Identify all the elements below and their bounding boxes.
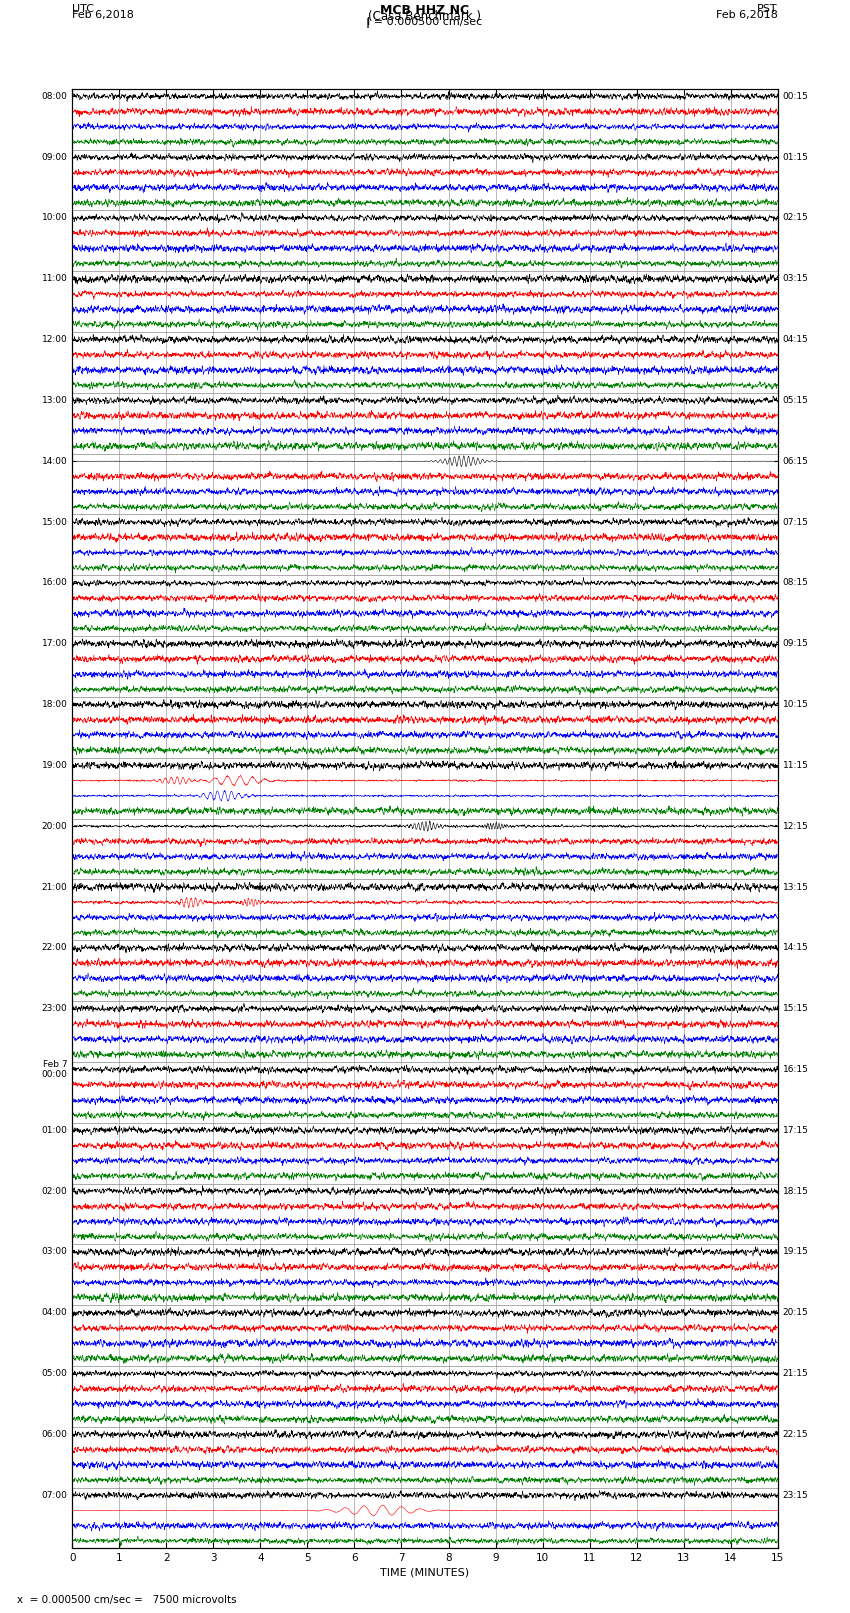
Text: Feb 6,2018: Feb 6,2018 bbox=[72, 11, 134, 21]
Text: (Casa Benchmark ): (Casa Benchmark ) bbox=[369, 11, 481, 24]
Text: x  = 0.000500 cm/sec =   7500 microvolts: x = 0.000500 cm/sec = 7500 microvolts bbox=[17, 1595, 236, 1605]
Text: UTC: UTC bbox=[72, 5, 94, 15]
Text: MCB HHZ NC: MCB HHZ NC bbox=[381, 5, 469, 18]
Text: PST: PST bbox=[757, 5, 778, 15]
Text: Feb 6,2018: Feb 6,2018 bbox=[716, 11, 778, 21]
Text: I: I bbox=[366, 16, 369, 31]
Text: I = 0.000500 cm/sec: I = 0.000500 cm/sec bbox=[367, 16, 483, 26]
X-axis label: TIME (MINUTES): TIME (MINUTES) bbox=[381, 1568, 469, 1578]
